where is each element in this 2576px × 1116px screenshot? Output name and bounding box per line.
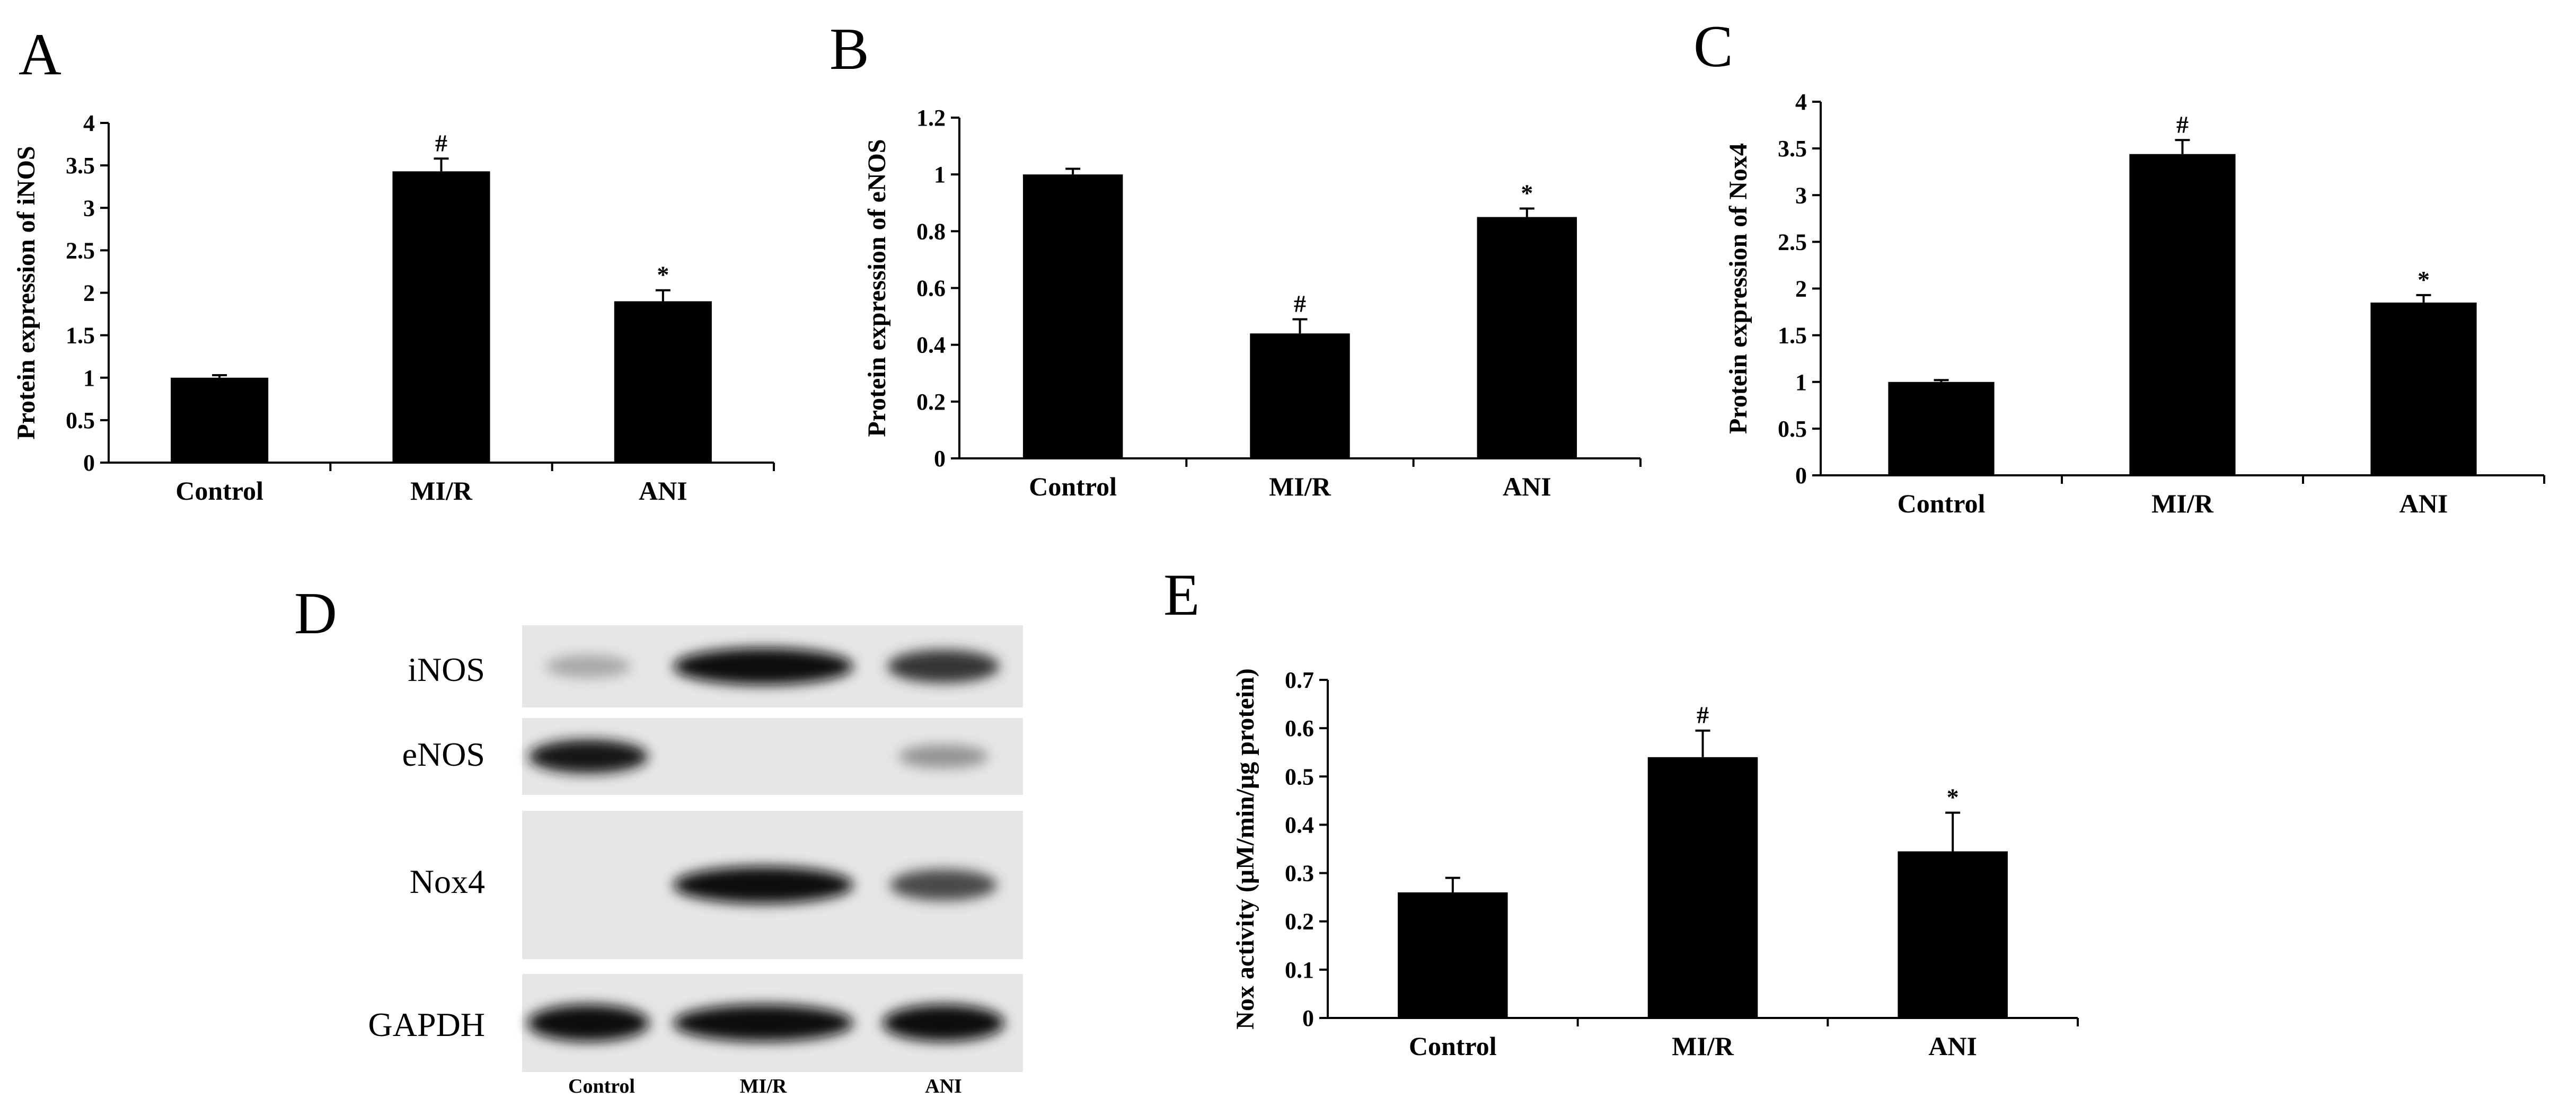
blot-band bbox=[673, 648, 853, 685]
category-label: MI/R bbox=[1269, 472, 1331, 501]
chart-c-nox4: 0 0.5 1 1.5 2 2.5 3 3.5 4 Control # MI/R * ANI Protein… bbox=[1724, 89, 2545, 518]
y-tick-label: 0 bbox=[1302, 1005, 1314, 1031]
y-axis-label: Nox activity (μM/min/μg protein) bbox=[1231, 668, 1259, 1029]
chart-b-enos: 0 0.2 0.4 0.6 0.8 1 1.2 Control # MI/R * ANI Protein… bbox=[863, 105, 1642, 501]
y-tick-label: 2.5 bbox=[66, 237, 95, 263]
y-tick-label: 4 bbox=[1795, 89, 1807, 115]
category-label: MI/R bbox=[1672, 1031, 1734, 1061]
y-tick-label: 0.5 bbox=[1285, 764, 1314, 790]
blot-row-label: iNOS bbox=[408, 651, 485, 688]
bar-control bbox=[1022, 174, 1123, 459]
bar-mi-r bbox=[392, 171, 490, 463]
y-tick-label: 3.5 bbox=[1778, 136, 1807, 162]
y-tick-label: 3.5 bbox=[66, 153, 95, 179]
y-tick-label: 0.6 bbox=[916, 276, 946, 302]
y-tick-label: 0.4 bbox=[1285, 812, 1314, 838]
panel-letter-b: B bbox=[830, 16, 869, 82]
blot-row-label: Nox4 bbox=[410, 863, 485, 900]
blot-lane-label: MI/R bbox=[740, 1075, 787, 1097]
y-tick-label: 0.2 bbox=[916, 389, 946, 415]
panel-letter-d: D bbox=[294, 581, 337, 646]
chart-a-inos: 0 0.5 1 1.5 2 2.5 3 3.5 4 Control # MI/R * ANI Protein… bbox=[12, 110, 775, 506]
y-tick-label: 0.5 bbox=[1778, 416, 1807, 442]
y-tick-label: 1.2 bbox=[916, 105, 946, 131]
blot-band bbox=[527, 1004, 649, 1042]
category-label: ANI bbox=[639, 476, 687, 506]
significance-marker: * bbox=[1521, 179, 1533, 206]
significance-marker: * bbox=[1947, 784, 1959, 811]
blot-band bbox=[673, 866, 853, 904]
blot-band bbox=[545, 654, 631, 678]
y-tick-label: 1 bbox=[83, 365, 95, 391]
y-tick-label: 1.5 bbox=[1778, 323, 1807, 349]
blot-band bbox=[673, 1004, 853, 1042]
category-label: ANI bbox=[1928, 1031, 1977, 1061]
bar-mi-r bbox=[2129, 154, 2236, 475]
significance-marker: # bbox=[435, 129, 447, 156]
y-tick-label: 0 bbox=[83, 450, 95, 476]
y-tick-label: 2 bbox=[1795, 276, 1807, 302]
category-label: Control bbox=[1029, 472, 1117, 501]
panel-letter-e: E bbox=[1163, 562, 1199, 628]
bar-ani bbox=[1898, 851, 2008, 1018]
y-tick-label: 0 bbox=[934, 446, 946, 472]
y-axis-label: Protein expression of Nox4 bbox=[1724, 143, 1752, 434]
y-axis-label: Protein expression of eNOS bbox=[863, 139, 891, 437]
blot-band bbox=[528, 739, 648, 774]
y-tick-label: 0 bbox=[1795, 463, 1807, 489]
category-label: ANI bbox=[2399, 489, 2448, 518]
y-tick-label: 0.1 bbox=[1285, 957, 1314, 983]
category-label: MI/R bbox=[2151, 489, 2214, 518]
y-tick-label: 0.4 bbox=[916, 332, 946, 358]
blot-lane-label: ANI bbox=[925, 1075, 962, 1097]
y-tick-label: 2.5 bbox=[1778, 229, 1807, 255]
bar-ani bbox=[614, 301, 712, 463]
western-blot: iNOS eNOS Nox4 GAPDH Control MI/R ANI bbox=[368, 625, 1023, 1097]
y-tick-label: 3 bbox=[83, 195, 95, 221]
y-axis-label: Protein expression of iNOS bbox=[12, 146, 40, 439]
bar-ani bbox=[2370, 302, 2477, 475]
significance-marker: * bbox=[657, 261, 669, 288]
category-label: ANI bbox=[1503, 472, 1551, 501]
bar-control bbox=[1398, 892, 1508, 1018]
y-tick-label: 1 bbox=[1795, 369, 1807, 395]
bar-control bbox=[1888, 382, 1995, 475]
panel-letter-a: A bbox=[19, 22, 61, 87]
blot-row-label: eNOS bbox=[402, 736, 485, 773]
y-tick-label: 0.7 bbox=[1285, 667, 1314, 693]
category-label: MI/R bbox=[410, 476, 473, 506]
blot-lane-label: Control bbox=[568, 1075, 635, 1097]
y-tick-label: 0.6 bbox=[1285, 715, 1314, 741]
blot-band bbox=[883, 1004, 1004, 1042]
significance-marker: # bbox=[1294, 290, 1306, 317]
blot-band bbox=[887, 650, 1000, 683]
significance-marker: * bbox=[2418, 266, 2430, 293]
y-tick-label: 4 bbox=[83, 110, 95, 136]
y-tick-label: 0.3 bbox=[1285, 861, 1314, 887]
blot-row-label: GAPDH bbox=[368, 1006, 485, 1043]
blot-band bbox=[889, 869, 998, 901]
y-tick-label: 3 bbox=[1795, 182, 1807, 208]
category-label: Control bbox=[1898, 489, 1986, 518]
chart-e-nox-activity: 0 0.1 0.2 0.3 0.4 0.5 0.6 0.7 Control # MI/R * ANI No… bbox=[1231, 667, 2079, 1061]
bar-ani bbox=[1477, 217, 1577, 458]
category-label: Control bbox=[175, 476, 263, 506]
y-tick-label: 0.5 bbox=[66, 408, 95, 433]
y-tick-label: 1 bbox=[934, 162, 946, 188]
bar-mi-r bbox=[1250, 333, 1350, 458]
significance-marker: # bbox=[1697, 702, 1709, 729]
y-tick-label: 0.2 bbox=[1285, 909, 1314, 935]
panel-letter-c: C bbox=[1693, 14, 1733, 79]
bar-control bbox=[171, 377, 269, 463]
category-label: Control bbox=[1409, 1031, 1497, 1061]
bar-mi-r bbox=[1647, 757, 1758, 1018]
y-tick-label: 2 bbox=[83, 280, 95, 306]
significance-marker: # bbox=[2176, 111, 2189, 138]
y-tick-label: 1.5 bbox=[66, 323, 95, 349]
blot-band bbox=[898, 745, 989, 768]
y-tick-label: 0.8 bbox=[916, 218, 946, 244]
